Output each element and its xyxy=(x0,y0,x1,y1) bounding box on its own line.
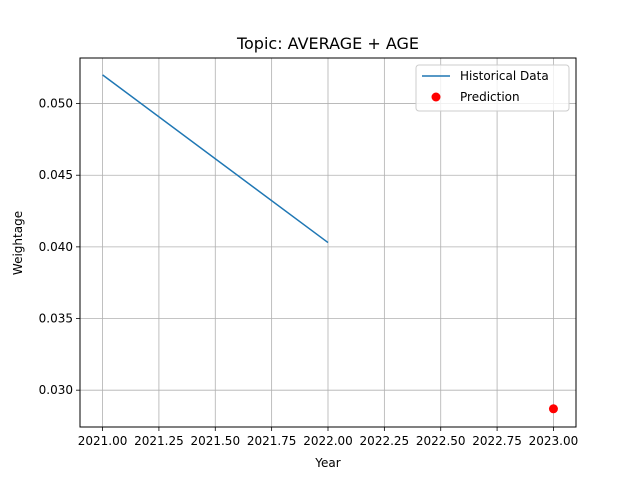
x-tick-label: 2021.50 xyxy=(190,434,240,448)
x-tick-label: 2021.75 xyxy=(247,434,297,448)
x-tick-label: 2022.50 xyxy=(416,434,466,448)
prediction-point xyxy=(548,404,558,414)
y-tick-label: 0.030 xyxy=(39,383,73,397)
y-axis-ticks: 0.030 0.035 0.040 0.045 0.050 xyxy=(39,97,80,397)
series-layer xyxy=(102,74,558,414)
legend-box xyxy=(415,64,570,112)
legend-dot-swatch xyxy=(431,92,441,102)
x-tick-label: 2021.25 xyxy=(134,434,184,448)
x-tick-label: 2022.00 xyxy=(303,434,353,448)
y-tick-label: 0.050 xyxy=(39,97,73,111)
legend-label-prediction: Prediction xyxy=(460,90,520,104)
x-axis-label: Year xyxy=(314,456,340,470)
x-tick-label: 2023.00 xyxy=(529,434,579,448)
historical-data-line xyxy=(102,74,329,244)
legend: Historical Data Prediction xyxy=(415,64,570,112)
y-tick-label: 0.040 xyxy=(39,240,73,254)
legend-label-historical: Historical Data xyxy=(460,69,549,83)
x-tick-label: 2021.00 xyxy=(78,434,128,448)
x-tick-label: 2022.25 xyxy=(360,434,410,448)
y-tick-label: 0.035 xyxy=(39,312,73,326)
chart-title: Topic: AVERAGE + AGE xyxy=(236,34,419,53)
y-axis-label: Weightage xyxy=(11,211,25,275)
x-axis-ticks: 2021.00 2021.25 2021.50 2021.75 2022.00 2022.… xyxy=(78,427,579,448)
y-tick-label: 0.045 xyxy=(39,168,73,182)
grid xyxy=(80,58,576,427)
x-tick-label: 2022.75 xyxy=(472,434,522,448)
